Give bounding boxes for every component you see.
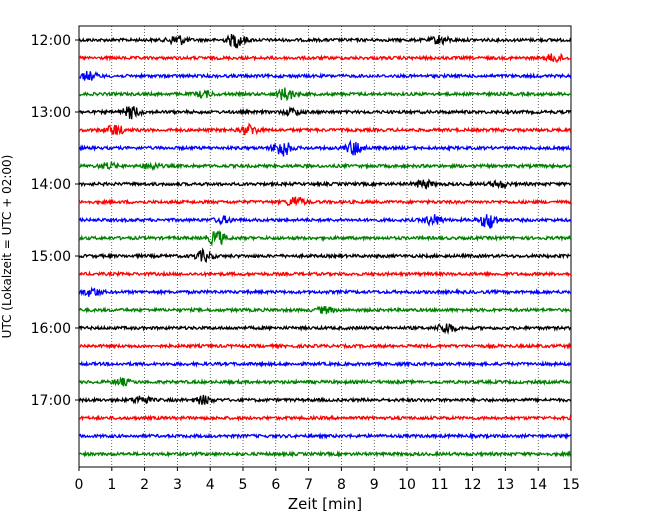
x-tick-label: 11	[431, 477, 449, 493]
trace-line	[78, 323, 572, 335]
trace-line	[78, 360, 572, 369]
x-axis-label: Zeit [min]	[288, 495, 362, 513]
trace-line	[78, 432, 572, 440]
x-tick-label: 4	[206, 477, 215, 493]
trace-line	[78, 342, 572, 350]
trace-line	[78, 122, 572, 137]
x-axis-ticks: 0 1 2 3 4 5 6 7 8 9 10 11 12 13 14 15	[75, 467, 580, 493]
x-tick-label: 15	[562, 477, 580, 493]
traces	[78, 33, 572, 458]
y-tick-label: 14:00	[31, 177, 71, 193]
trace-line	[78, 450, 572, 458]
plot-frame	[78, 25, 572, 468]
x-tick-label: 8	[337, 477, 346, 493]
x-tick-label: 5	[239, 477, 248, 493]
trace-line	[78, 70, 572, 81]
x-tick-label: 2	[140, 477, 149, 493]
trace-line	[78, 105, 572, 120]
y-axis-ticks: 12:00 13:00 14:00 15:00 16:00 17:00	[31, 33, 79, 409]
y-tick-label: 12:00	[31, 33, 71, 49]
x-tick-label: 10	[398, 477, 416, 493]
x-tick-label: 7	[304, 477, 313, 493]
x-tick-label: 12	[464, 477, 482, 493]
x-tick-label: 13	[496, 477, 514, 493]
y-tick-label: 15:00	[31, 249, 71, 265]
trace-line	[78, 161, 572, 172]
trace-line	[78, 178, 572, 190]
x-tick-label: 14	[529, 477, 547, 493]
trace-line	[78, 305, 572, 315]
y-tick-label: 17:00	[31, 393, 71, 409]
trace-line	[78, 376, 572, 387]
trace-line	[78, 229, 572, 247]
trace-line	[78, 196, 572, 207]
x-tick-label: 9	[370, 477, 379, 493]
trace-line	[78, 414, 572, 422]
x-tick-label: 0	[75, 477, 84, 493]
trace-line	[78, 247, 572, 264]
trace-line	[78, 139, 572, 157]
trace-line	[78, 33, 572, 49]
x-tick-label: 3	[173, 477, 182, 493]
y-tick-label: 16:00	[31, 321, 71, 337]
y-axis-label: UTC (Lokalzeit = UTC + 02:00)	[0, 155, 14, 339]
trace-line	[78, 214, 572, 229]
trace-line	[78, 286, 572, 297]
trace-line	[78, 269, 572, 278]
x-tick-label: 6	[271, 477, 280, 493]
trace-line	[78, 52, 572, 64]
trace-line	[78, 87, 572, 102]
trace-line	[78, 394, 572, 405]
x-tick-label: 1	[107, 477, 116, 493]
y-tick-label: 13:00	[31, 105, 71, 121]
